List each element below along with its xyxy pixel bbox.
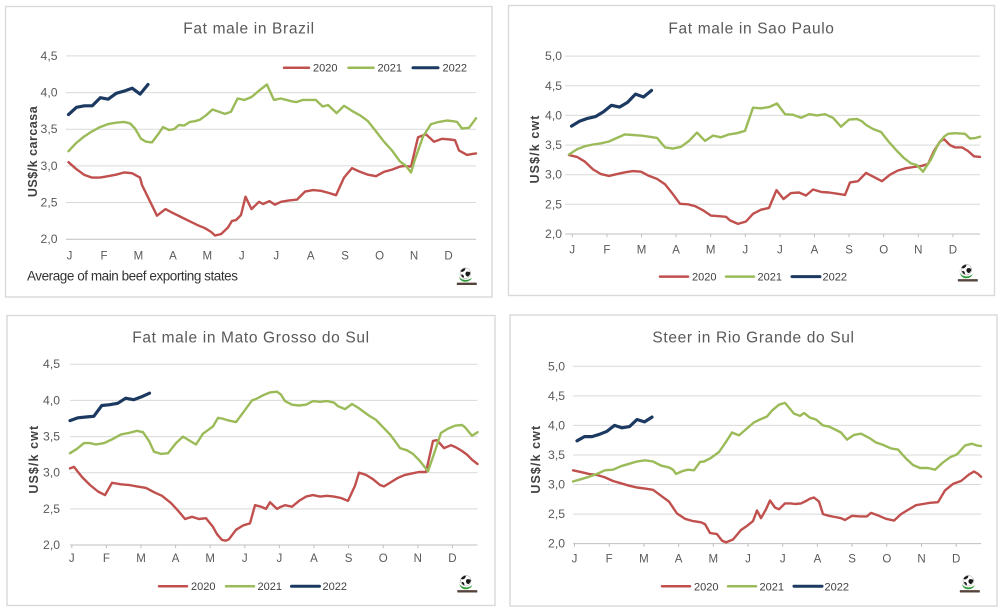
- svg-text:5,0: 5,0: [548, 359, 565, 373]
- svg-text:2020: 2020: [313, 63, 337, 75]
- svg-text:3,5: 3,5: [548, 448, 565, 462]
- svg-text:N: N: [914, 245, 922, 257]
- svg-text:J: J: [242, 553, 248, 565]
- svg-text:J: J: [273, 251, 279, 263]
- svg-text:4,0: 4,0: [43, 393, 60, 407]
- svg-text:3,5: 3,5: [545, 138, 562, 152]
- svg-text:J: J: [569, 245, 575, 257]
- svg-text:2022: 2022: [323, 581, 347, 593]
- svg-text:A: A: [172, 553, 180, 565]
- svg-text:2,5: 2,5: [43, 502, 60, 516]
- svg-text:5,0: 5,0: [545, 49, 562, 63]
- svg-text:4,0: 4,0: [545, 108, 562, 122]
- svg-text:2,0: 2,0: [548, 537, 565, 551]
- svg-text:D: D: [952, 554, 960, 566]
- svg-text:Fat male in Brazil: Fat male in Brazil: [183, 21, 314, 38]
- svg-text:3,0: 3,0: [548, 478, 565, 492]
- svg-text:S: S: [345, 553, 353, 565]
- svg-text:2021: 2021: [760, 581, 784, 593]
- svg-text:N: N: [414, 553, 422, 565]
- svg-text:J: J: [67, 251, 73, 263]
- svg-text:2021: 2021: [258, 581, 282, 593]
- svg-text:3,0: 3,0: [41, 159, 58, 173]
- svg-text:O: O: [879, 245, 888, 257]
- svg-text:N: N: [410, 251, 418, 263]
- svg-text:A: A: [675, 554, 683, 566]
- svg-text:3,5: 3,5: [43, 430, 60, 444]
- svg-text:J: J: [69, 553, 75, 565]
- svg-text:2020: 2020: [694, 581, 718, 593]
- svg-text:2,0: 2,0: [545, 227, 562, 241]
- svg-text:2020: 2020: [191, 581, 215, 593]
- svg-text:2020: 2020: [692, 272, 716, 284]
- svg-text:M: M: [136, 553, 146, 565]
- svg-text:S: S: [848, 554, 856, 566]
- svg-text:S: S: [845, 245, 853, 257]
- svg-text:Average of main beef exporting: Average of main beef exporting states: [27, 269, 238, 284]
- svg-text:F: F: [100, 251, 107, 263]
- svg-text:4,5: 4,5: [548, 389, 565, 403]
- svg-text:M: M: [706, 245, 716, 257]
- svg-text:M: M: [205, 553, 215, 565]
- svg-text:3,5: 3,5: [41, 122, 58, 136]
- svg-text:3,0: 3,0: [43, 466, 60, 480]
- svg-text:4,5: 4,5: [545, 79, 562, 93]
- svg-text:J: J: [777, 245, 783, 257]
- svg-text:F: F: [103, 553, 110, 565]
- svg-text:F: F: [606, 554, 613, 566]
- svg-text:J: J: [780, 554, 786, 566]
- svg-text:A: A: [169, 251, 177, 263]
- svg-text:O: O: [375, 251, 384, 263]
- svg-text:A: A: [672, 245, 680, 257]
- svg-text:J: J: [742, 245, 748, 257]
- svg-text:Fat male in Mato Grosso do Sul: Fat male in Mato Grosso do Sul: [132, 330, 369, 347]
- svg-text:D: D: [444, 251, 452, 263]
- svg-text:J: J: [239, 251, 245, 263]
- svg-text:US$/k carcasa: US$/k carcasa: [26, 105, 40, 197]
- svg-text:2,5: 2,5: [548, 507, 565, 521]
- svg-text:2022: 2022: [443, 63, 467, 75]
- svg-text:2022: 2022: [823, 272, 847, 284]
- svg-text:J: J: [572, 554, 578, 566]
- svg-text:2,5: 2,5: [41, 196, 58, 210]
- svg-text:M: M: [637, 245, 647, 257]
- svg-text:4,5: 4,5: [41, 49, 58, 63]
- svg-text:A: A: [310, 553, 318, 565]
- svg-text:US$/k cwt: US$/k cwt: [528, 115, 542, 184]
- svg-text:US$/k cwt: US$/k cwt: [529, 425, 543, 494]
- svg-text:3,0: 3,0: [545, 168, 562, 182]
- svg-text:M: M: [639, 554, 649, 566]
- svg-text:A: A: [307, 251, 315, 263]
- svg-text:4,0: 4,0: [41, 86, 58, 100]
- svg-text:Steer in Rio Grande do Sul: Steer in Rio Grande do Sul: [652, 330, 854, 347]
- svg-text:US$/k cwt: US$/k cwt: [27, 425, 41, 494]
- svg-text:4,0: 4,0: [548, 418, 565, 432]
- svg-text:J: J: [745, 554, 751, 566]
- svg-text:D: D: [949, 245, 957, 257]
- svg-text:2,5: 2,5: [545, 197, 562, 211]
- svg-text:Fat male in Sao Paulo: Fat male in Sao Paulo: [668, 21, 834, 38]
- svg-text:A: A: [814, 554, 822, 566]
- svg-text:O: O: [882, 554, 891, 566]
- svg-text:M: M: [203, 251, 213, 263]
- svg-text:M: M: [709, 554, 719, 566]
- svg-text:N: N: [917, 554, 925, 566]
- svg-text:D: D: [448, 553, 456, 565]
- svg-text:O: O: [379, 553, 388, 565]
- svg-text:2021: 2021: [378, 63, 402, 75]
- svg-text:2022: 2022: [825, 581, 849, 593]
- svg-text:S: S: [341, 251, 349, 263]
- svg-text:M: M: [134, 251, 144, 263]
- svg-text:2,0: 2,0: [43, 538, 60, 552]
- svg-text:F: F: [603, 245, 610, 257]
- svg-text:A: A: [811, 245, 819, 257]
- svg-text:2,0: 2,0: [41, 232, 58, 246]
- svg-text:J: J: [277, 553, 283, 565]
- svg-text:4,5: 4,5: [43, 357, 60, 371]
- svg-text:2021: 2021: [758, 272, 782, 284]
